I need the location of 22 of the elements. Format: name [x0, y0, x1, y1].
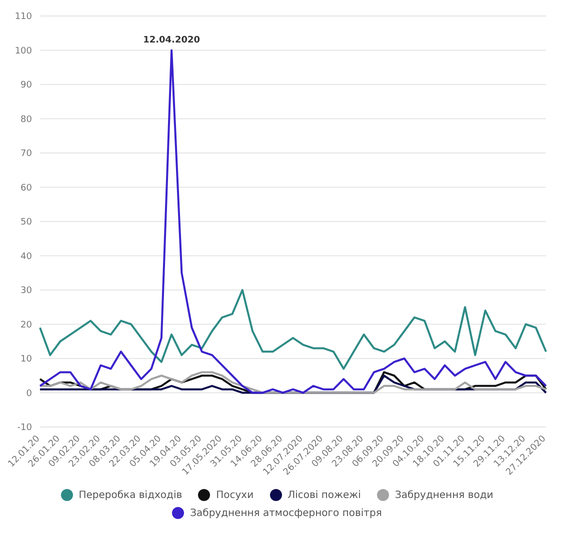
- line-series: [39, 49, 547, 394]
- line-series: [39, 371, 547, 394]
- legend-label: Забруднення атмосферного повітря: [190, 508, 382, 518]
- y-tick-label: 80: [20, 114, 32, 125]
- y-tick-label: 70: [20, 149, 32, 160]
- y-tick-label: 50: [20, 218, 32, 228]
- legend-label: Переробка відходів: [78, 490, 182, 500]
- y-tick-label: 110: [14, 12, 32, 22]
- annotation: 12.04.2020: [143, 35, 200, 46]
- y-tick-label: -10: [17, 423, 32, 434]
- legend-label: Забруднення води: [394, 490, 494, 500]
- y-tick-label: 30: [20, 286, 32, 296]
- y-tick-label: 0: [26, 388, 32, 399]
- y-tick-label: 60: [20, 183, 32, 194]
- legend-label: Лісові пожежі: [288, 490, 361, 500]
- y-tick-label: 90: [20, 80, 32, 91]
- y-tick-label: 20: [20, 320, 32, 330]
- legend-label: Посухи: [216, 490, 254, 500]
- line-series: [39, 289, 547, 370]
- y-tick-label: 100: [14, 46, 32, 56]
- y-tick-label: 10: [20, 354, 32, 365]
- y-tick-label: 40: [20, 252, 32, 262]
